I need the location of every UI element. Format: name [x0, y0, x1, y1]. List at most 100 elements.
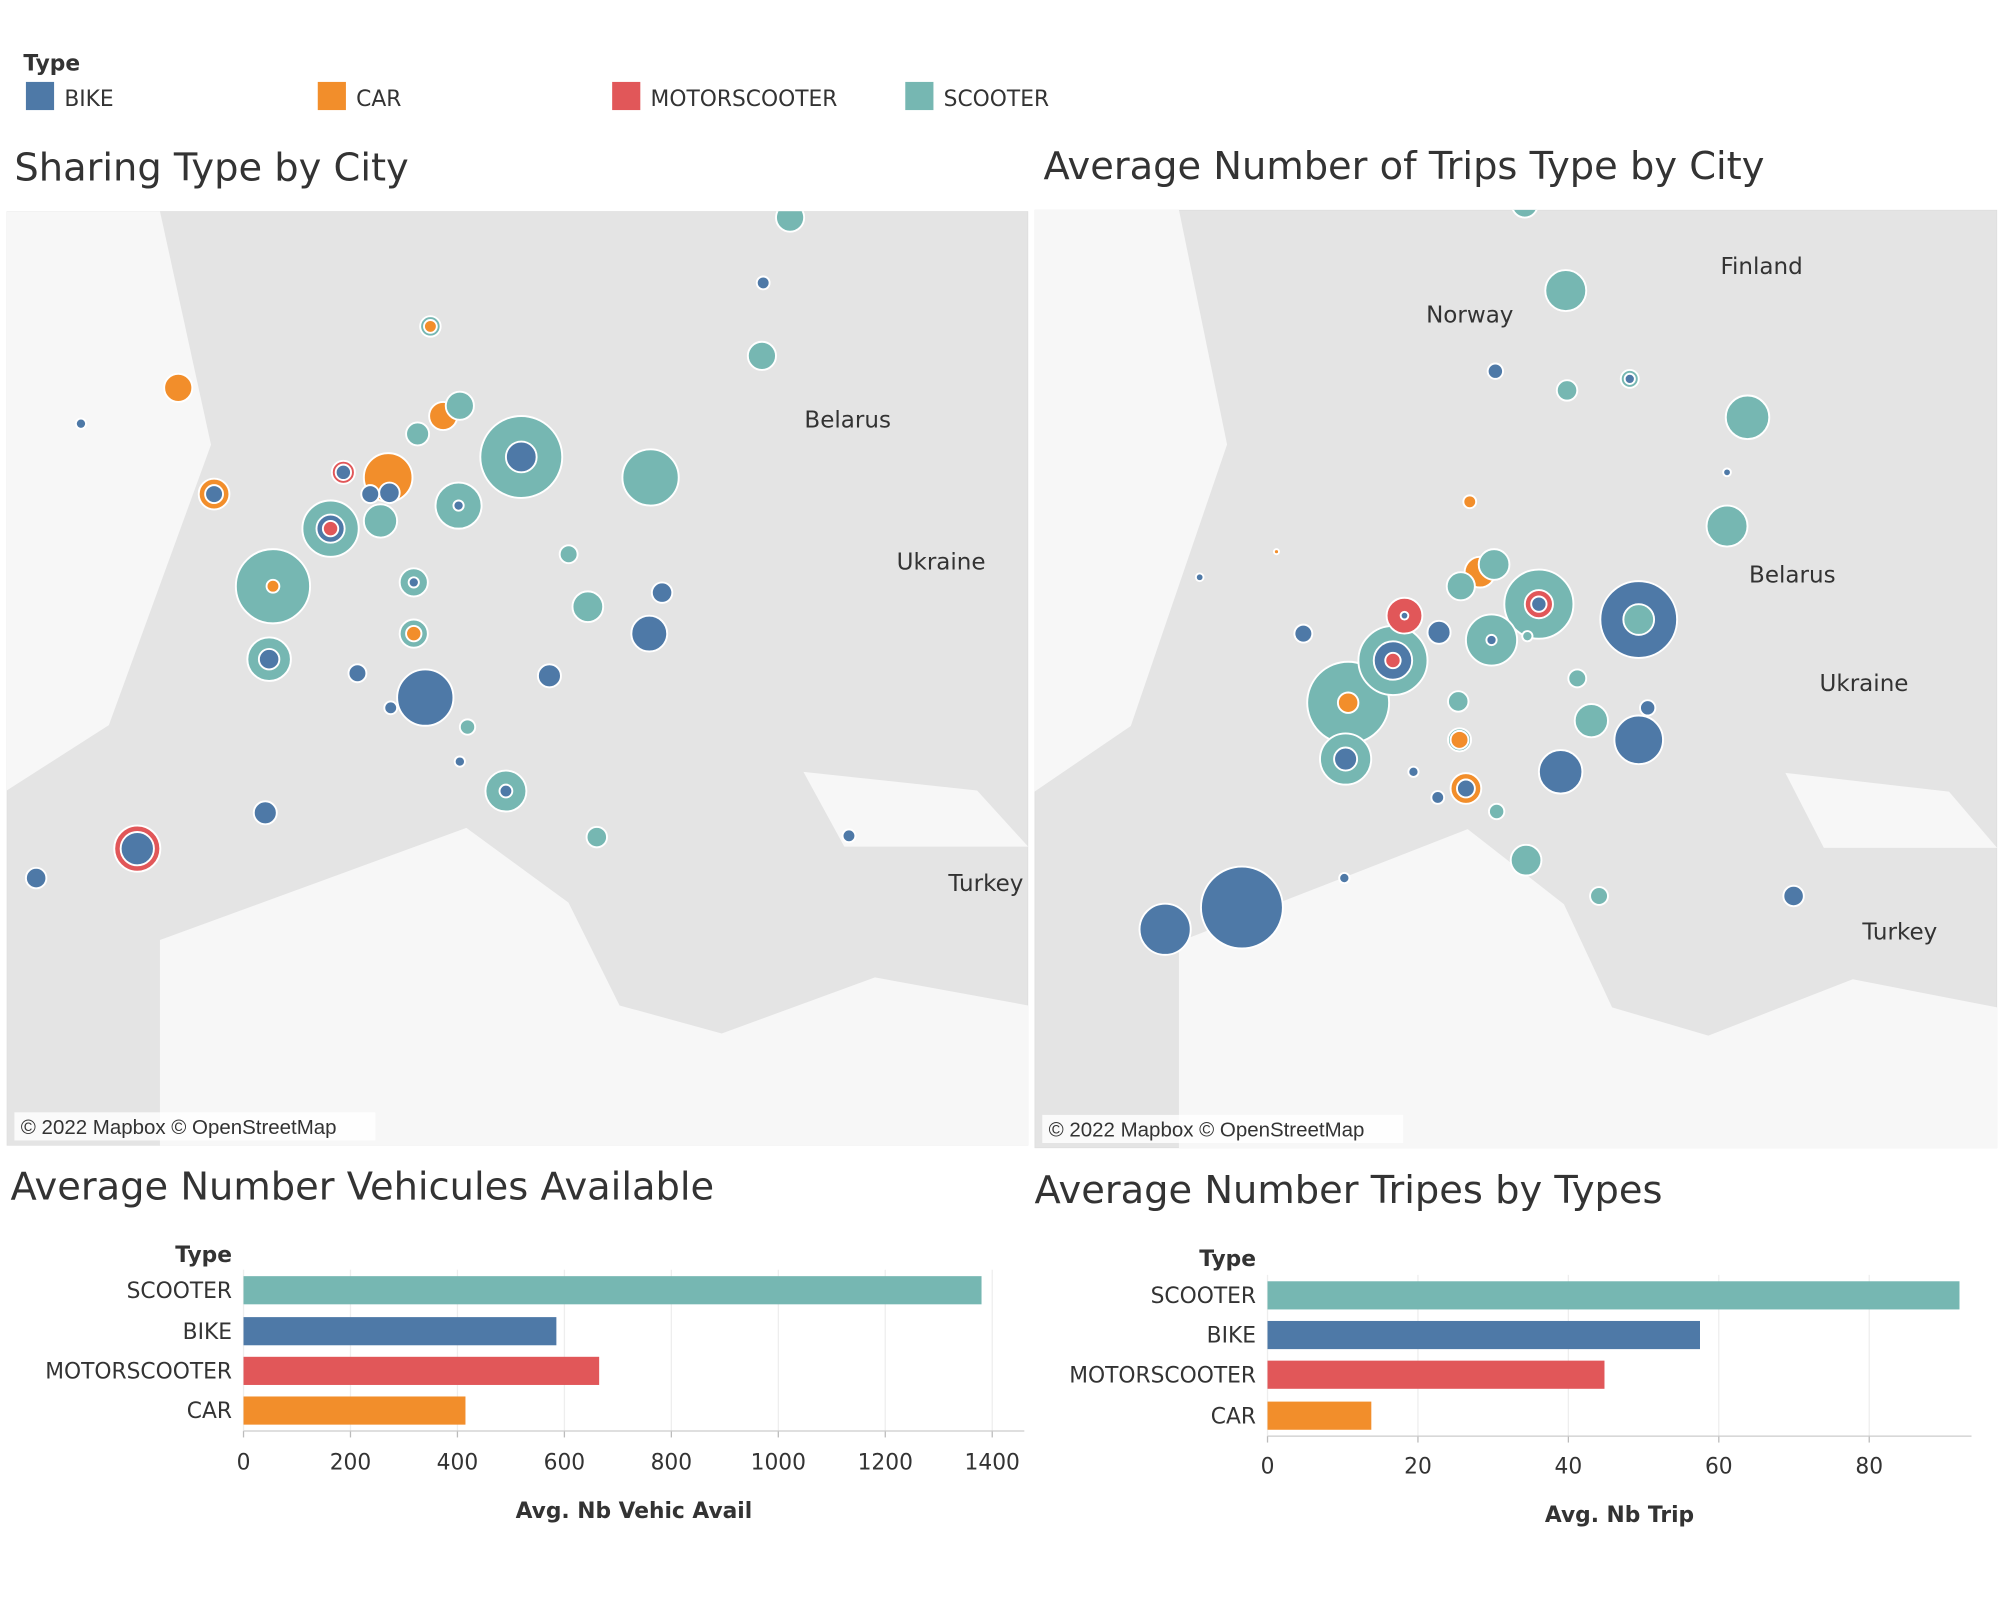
map-bubble[interactable]: [1272, 548, 1280, 556]
map-bubble[interactable]: [1426, 619, 1452, 645]
map-bubble[interactable]: [1512, 192, 1538, 219]
legend-swatch[interactable]: [25, 81, 55, 111]
map-bubble[interactable]: [1485, 633, 1498, 647]
map-bubble[interactable]: [1430, 790, 1446, 805]
map-bubble[interactable]: [498, 783, 514, 799]
chart-title: Average Number Tripes by Types: [1035, 1168, 1663, 1213]
map-bubble[interactable]: [204, 484, 224, 504]
map-bubble[interactable]: [405, 421, 431, 447]
bar[interactable]: [1267, 1360, 1605, 1389]
map-bubble[interactable]: [1589, 886, 1609, 906]
bar[interactable]: [243, 1317, 557, 1346]
map-bubble[interactable]: [1724, 394, 1771, 441]
y-tick-label: BIKE: [1207, 1324, 1256, 1349]
map[interactable]: Belarus Ukraine Turkey © 2022 Mapbox © Open…: [6, 204, 1029, 1146]
map-bubble[interactable]: [119, 831, 155, 867]
map-bubble[interactable]: [1521, 630, 1534, 643]
map-bubble[interactable]: [585, 825, 609, 849]
map-bubble[interactable]: [1544, 269, 1588, 312]
map-bubble[interactable]: [383, 700, 399, 716]
map-bubble[interactable]: [1782, 884, 1805, 908]
map-bubble[interactable]: [257, 648, 281, 671]
map-bubble[interactable]: [1449, 729, 1470, 750]
legend-label[interactable]: SCOOTER: [944, 87, 1049, 112]
legend-swatch[interactable]: [612, 81, 641, 111]
map-bubble[interactable]: [1530, 595, 1548, 613]
map-bubble[interactable]: [1138, 902, 1192, 956]
map-bubble[interactable]: [1555, 379, 1579, 402]
legend-label[interactable]: MOTORSCOOTER: [651, 87, 838, 112]
bar[interactable]: [1267, 1320, 1700, 1350]
map-bubble[interactable]: [1722, 467, 1732, 478]
map-bubble[interactable]: [775, 204, 806, 233]
map-bubble[interactable]: [423, 319, 438, 334]
map-bubble[interactable]: [1445, 571, 1476, 602]
bar[interactable]: [243, 1276, 982, 1305]
map-bubble[interactable]: [1486, 362, 1504, 380]
map-bubble[interactable]: [360, 484, 381, 504]
map-bubble[interactable]: [1194, 572, 1205, 583]
map-bubble[interactable]: [1477, 548, 1511, 581]
map-bubble[interactable]: [458, 718, 477, 736]
map-sea: [1785, 772, 1998, 848]
map-bubble[interactable]: [621, 448, 680, 507]
map-bubble[interactable]: [453, 755, 466, 768]
bar[interactable]: [243, 1356, 600, 1385]
map-bubble[interactable]: [1705, 504, 1749, 548]
map-bubble[interactable]: [1338, 872, 1351, 885]
map-bubble[interactable]: [1623, 372, 1636, 385]
map-bubble[interactable]: [24, 866, 48, 890]
map-bubble[interactable]: [1613, 714, 1664, 766]
map-bubble[interactable]: [405, 624, 423, 643]
map-bubble[interactable]: [1462, 494, 1478, 510]
map-bubble[interactable]: [362, 503, 399, 539]
map-bubble[interactable]: [334, 463, 352, 481]
map-bubble[interactable]: [452, 499, 465, 512]
map-bubble[interactable]: [265, 578, 281, 594]
map-bubble[interactable]: [1537, 749, 1584, 795]
map-bubble[interactable]: [444, 390, 475, 421]
legend-swatch[interactable]: [317, 81, 346, 111]
map-bubble[interactable]: [1573, 703, 1609, 739]
legend-label[interactable]: CAR: [356, 87, 401, 112]
x-tick-label: 20: [1404, 1454, 1432, 1479]
map-bubble[interactable]: [1622, 603, 1656, 636]
bar[interactable]: [1267, 1401, 1372, 1430]
map-bubble[interactable]: [396, 668, 455, 727]
map-bubble[interactable]: [536, 663, 562, 689]
map-bubble[interactable]: [321, 520, 340, 538]
map-bubble[interactable]: [347, 663, 368, 684]
map-bubble[interactable]: [1567, 668, 1588, 689]
map-bubble[interactable]: [1336, 691, 1360, 714]
map-bubble[interactable]: [630, 614, 669, 653]
map-bubble[interactable]: [571, 590, 605, 624]
map-bubble[interactable]: [1200, 865, 1284, 950]
map-bubble[interactable]: [163, 372, 194, 403]
map-bubble[interactable]: [1399, 610, 1410, 621]
y-tick-label: SCOOTER: [1151, 1284, 1256, 1309]
map-bubble[interactable]: [650, 581, 674, 604]
map-bubble[interactable]: [252, 800, 278, 826]
map-bubble[interactable]: [1456, 778, 1476, 799]
bar[interactable]: [1267, 1281, 1960, 1310]
map-bubble[interactable]: [1509, 843, 1543, 877]
map-bubble[interactable]: [755, 275, 771, 291]
map-bubble[interactable]: [558, 544, 579, 565]
map-bubble[interactable]: [746, 340, 777, 371]
map-bubble[interactable]: [1384, 651, 1402, 670]
map-bubble[interactable]: [407, 576, 420, 589]
bar[interactable]: [243, 1396, 466, 1425]
map-bubble[interactable]: [1447, 690, 1470, 713]
map-bubble[interactable]: [1333, 746, 1359, 772]
map-bubble[interactable]: [1407, 765, 1420, 778]
map-bubble[interactable]: [378, 481, 401, 504]
map-bubble[interactable]: [74, 417, 88, 430]
map-bubble[interactable]: [504, 440, 538, 474]
map-bubble[interactable]: [841, 828, 857, 844]
legend-label[interactable]: BIKE: [64, 87, 113, 112]
map-bubble[interactable]: [1487, 802, 1506, 821]
legend-swatch[interactable]: [905, 81, 934, 111]
map-bubble[interactable]: [1639, 699, 1657, 717]
map[interactable]: Finland Norway Belarus Ukraine Turkey © 2022 …: [1034, 192, 1998, 1149]
map-bubble[interactable]: [1293, 623, 1314, 644]
